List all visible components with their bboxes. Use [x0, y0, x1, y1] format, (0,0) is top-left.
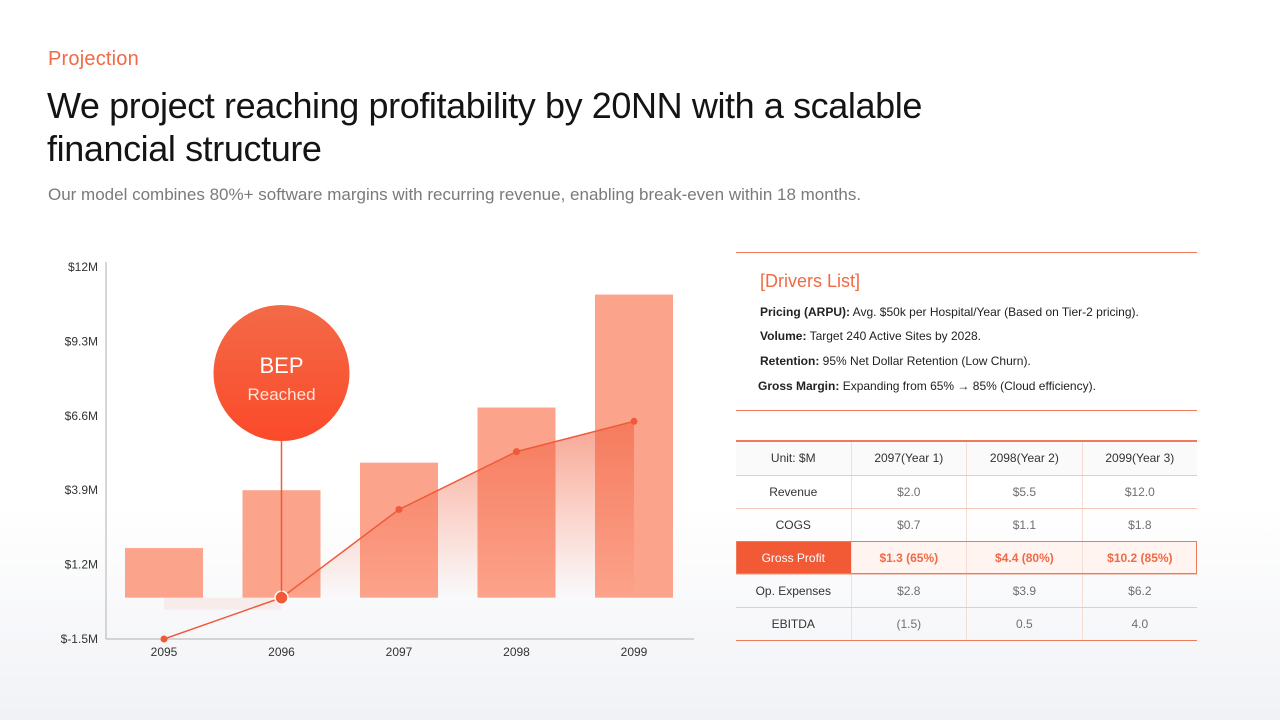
driver-label: Retention: [760, 354, 820, 368]
table-row-ebitda: EBITDA (1.5) 0.5 4.0 [736, 607, 1197, 641]
table-row-op-expenses: Op. Expenses $2.8 $3.9 $6.2 [736, 574, 1197, 608]
drivers-panel: [Drivers List] Pricing (ARPU): Avg. $50k… [736, 252, 1197, 411]
y-tick-label: $3.9M [65, 483, 98, 497]
table-header-row: Unit: $M 2097(Year 1) 2098(Year 2) 2099(… [736, 441, 1197, 476]
y-tick-label: $6.6M [65, 409, 98, 423]
table-cell: EBITDA [736, 607, 851, 641]
bep-title: BEP [259, 353, 303, 378]
table-cell: Gross Profit [736, 541, 851, 575]
table-row-gross-profit: Gross Profit $1.3 (65%) $4.4 (80%) $10.2… [736, 541, 1197, 575]
table-cell: COGS [736, 508, 851, 542]
table-cell: $2.0 [850, 475, 967, 509]
page-subtitle: Our model combines 80%+ software margins… [48, 185, 862, 204]
driver-label: Gross Margin: [758, 379, 840, 393]
x-tick-label: 2096 [268, 645, 295, 659]
line-point-2096 [274, 590, 289, 605]
driver-gross-margin: Gross Margin: Expanding from 65% → 85% (… [758, 379, 1096, 393]
table-cell: Revenue [736, 475, 851, 509]
x-tick-label: 2098 [503, 645, 530, 659]
page-title: We project reaching profitability by 20N… [47, 85, 922, 169]
table-header-cell: 2098(Year 2) [966, 441, 1083, 476]
driver-label: Volume: [760, 329, 807, 343]
x-tick-label: 2097 [386, 645, 413, 659]
line-point-2099 [630, 417, 638, 425]
x-tick-label: 2095 [151, 645, 178, 659]
driver-text: Expanding from 65% → 85% (Cloud efficien… [842, 379, 1096, 393]
y-tick-label: $1.2M [65, 558, 98, 572]
table-cell: 0.5 [966, 607, 1083, 641]
table-row-cogs: COGS $0.7 $1.1 $1.8 [736, 508, 1197, 542]
table-cell: Op. Expenses [736, 574, 851, 608]
ebitda-area [281, 421, 634, 598]
table-cell: $4.4 (80%) [966, 541, 1083, 575]
table-cell: $3.9 [966, 574, 1083, 608]
x-tick-label: 2099 [621, 645, 648, 659]
financial-table: Unit: $M 2097(Year 1) 2098(Year 2) 2099(… [736, 440, 1197, 641]
line-point-2097 [395, 505, 403, 513]
table-cell: $1.3 (65%) [850, 541, 967, 575]
y-tick-label: $-1.5M [61, 632, 98, 646]
negative-area [164, 597, 282, 610]
table-row-revenue: Revenue $2.0 $5.5 $12.0 [736, 475, 1197, 509]
table-header-cell: 2097(Year 1) [850, 441, 967, 476]
table-cell: $5.5 [966, 475, 1083, 509]
driver-volume: Volume: Target 240 Active Sites by 2028. [760, 329, 981, 343]
table-cell: $1.8 [1081, 508, 1197, 542]
driver-retention: Retention: 95% Net Dollar Retention (Low… [760, 354, 1031, 368]
table-cell: $10.2 (85%) [1081, 541, 1197, 575]
driver-label: Pricing (ARPU): [760, 305, 850, 319]
revenue-ebitda-chart: $12M $9.3M $6.6M $3.9M $1.2M $-1.5M 2095 2096 20… [61, 260, 694, 659]
table-header-cell: Unit: $M [736, 441, 851, 476]
driver-text: Target 240 Active Sites by 2028. [809, 329, 982, 343]
y-tick-label: $12M [68, 260, 98, 274]
table-cell: $0.7 [850, 508, 967, 542]
line-point-2098 [513, 448, 520, 456]
bar-2095 [125, 548, 203, 598]
driver-text: 95% Net Dollar Retention (Low Churn). [822, 354, 1031, 368]
table-cell: $1.1 [966, 508, 1083, 542]
table-header-cell: 2099(Year 3) [1081, 441, 1197, 476]
table-cell: $12.0 [1081, 475, 1197, 509]
line-point-2095 [160, 635, 168, 643]
table-cell: (1.5) [850, 607, 967, 641]
table-cell: $6.2 [1081, 574, 1197, 608]
bep-subtitle: Reached [247, 385, 315, 404]
y-tick-label: $9.3M [65, 334, 98, 348]
table-cell: 4.0 [1081, 607, 1197, 641]
table-cell: $2.8 [850, 574, 967, 608]
section-eyebrow: Projection [48, 48, 139, 70]
driver-pricing: Pricing (ARPU): Avg. $50k per Hospital/Y… [760, 305, 1139, 319]
driver-text: Avg. $50k per Hospital/Year (Based on Ti… [852, 305, 1139, 319]
drivers-title: [Drivers List] [760, 271, 861, 291]
bep-bubble [213, 305, 350, 441]
